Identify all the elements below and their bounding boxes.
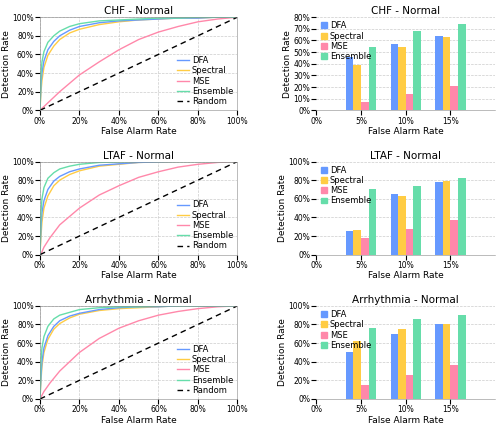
Bar xyxy=(458,178,466,255)
Legend: DFA, Spectral, MSE, Ensemble: DFA, Spectral, MSE, Ensemble xyxy=(320,310,371,350)
Legend: DFA, Spectral, MSE, Ensemble: DFA, Spectral, MSE, Ensemble xyxy=(320,21,371,61)
Bar xyxy=(443,37,450,110)
Bar xyxy=(368,48,376,110)
Bar xyxy=(458,315,466,399)
Bar xyxy=(406,94,413,110)
Bar xyxy=(435,36,443,110)
Y-axis label: Detection Rate: Detection Rate xyxy=(283,30,292,98)
Legend: DFA, Spectral, MSE, Ensemble, Random: DFA, Spectral, MSE, Ensemble, Random xyxy=(177,200,234,251)
Title: Arrhythmia - Normal: Arrhythmia - Normal xyxy=(352,295,459,305)
Y-axis label: Detection Rate: Detection Rate xyxy=(2,174,11,242)
Bar xyxy=(406,229,413,255)
Bar xyxy=(346,231,354,255)
Title: CHF - Normal: CHF - Normal xyxy=(371,6,440,16)
X-axis label: False Alarm Rate: False Alarm Rate xyxy=(368,127,444,136)
Bar xyxy=(398,329,406,399)
Legend: DFA, Spectral, MSE, Ensemble, Random: DFA, Spectral, MSE, Ensemble, Random xyxy=(177,56,234,106)
Bar xyxy=(361,238,368,255)
Bar xyxy=(406,375,413,399)
Bar xyxy=(398,48,406,110)
Bar xyxy=(354,65,361,110)
Title: Arrhythmia - Normal: Arrhythmia - Normal xyxy=(86,295,192,305)
Y-axis label: Detection Rate: Detection Rate xyxy=(2,30,11,98)
Y-axis label: Detection Rate: Detection Rate xyxy=(278,318,287,387)
Bar xyxy=(450,86,458,110)
Title: LTAF - Normal: LTAF - Normal xyxy=(370,151,441,161)
Bar xyxy=(398,196,406,255)
Bar xyxy=(346,352,354,399)
Bar xyxy=(450,220,458,255)
X-axis label: False Alarm Rate: False Alarm Rate xyxy=(368,416,444,425)
Y-axis label: Detection Rate: Detection Rate xyxy=(278,174,287,242)
Bar xyxy=(390,44,398,110)
Legend: DFA, Spectral, MSE, Ensemble: DFA, Spectral, MSE, Ensemble xyxy=(320,166,371,205)
Bar xyxy=(443,323,450,399)
Bar xyxy=(361,385,368,399)
Bar xyxy=(390,194,398,255)
Legend: DFA, Spectral, MSE, Ensemble, Random: DFA, Spectral, MSE, Ensemble, Random xyxy=(177,345,234,395)
Bar xyxy=(368,190,376,255)
X-axis label: False Alarm Rate: False Alarm Rate xyxy=(368,271,444,280)
Bar xyxy=(435,182,443,255)
Title: CHF - Normal: CHF - Normal xyxy=(104,6,174,16)
Bar xyxy=(361,102,368,110)
X-axis label: False Alarm Rate: False Alarm Rate xyxy=(101,271,176,280)
Bar xyxy=(414,31,421,110)
Bar xyxy=(458,24,466,110)
Title: LTAF - Normal: LTAF - Normal xyxy=(103,151,174,161)
Bar xyxy=(443,181,450,255)
Y-axis label: Detection Rate: Detection Rate xyxy=(2,318,11,387)
Bar xyxy=(414,319,421,399)
Bar xyxy=(368,328,376,399)
Bar xyxy=(414,186,421,255)
Bar xyxy=(390,334,398,399)
Bar xyxy=(354,230,361,255)
Bar xyxy=(354,341,361,399)
Bar xyxy=(346,57,354,110)
X-axis label: False Alarm Rate: False Alarm Rate xyxy=(101,127,176,136)
X-axis label: False Alarm Rate: False Alarm Rate xyxy=(101,416,176,425)
Bar xyxy=(450,366,458,399)
Bar xyxy=(435,324,443,399)
